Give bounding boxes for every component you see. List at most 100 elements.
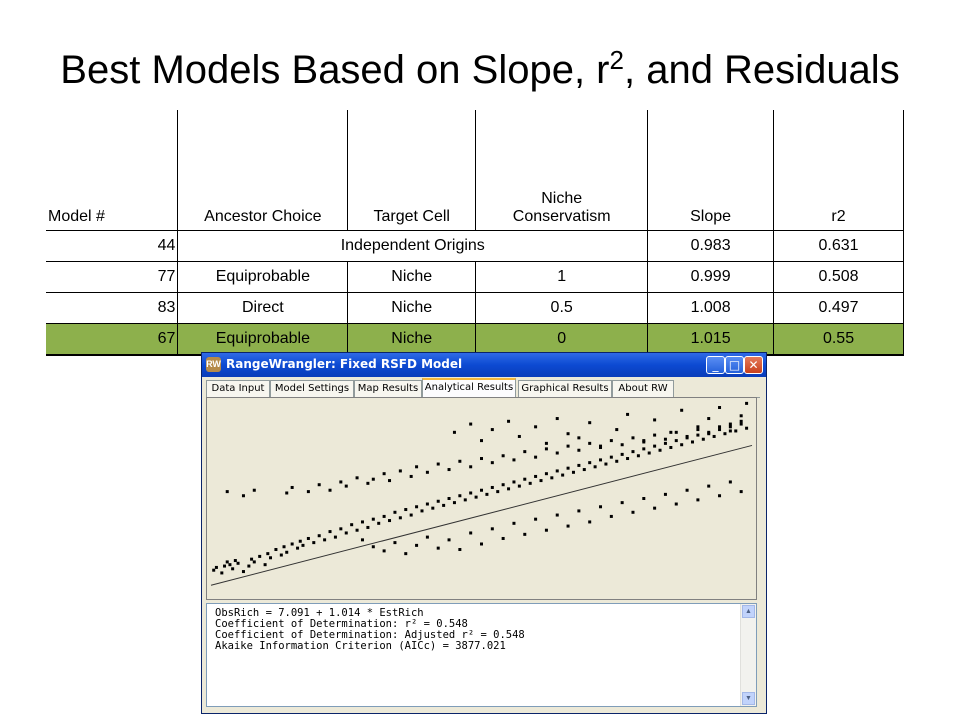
scatter-point — [534, 425, 538, 429]
results-table: Model # Ancestor Choice Target Cell Nich… — [46, 110, 904, 356]
scatter-point — [626, 412, 630, 416]
scatter-point — [674, 430, 678, 434]
scatter-point — [469, 491, 473, 495]
scatter-point — [298, 539, 302, 543]
scatter-point — [728, 425, 732, 429]
scatter-point — [501, 483, 505, 487]
scatter-point — [745, 426, 749, 430]
scatter-point — [469, 422, 473, 426]
scatter-point — [734, 429, 738, 433]
scatter-point — [653, 506, 657, 510]
scatter-point — [431, 506, 435, 510]
scatter-point — [523, 477, 527, 481]
scatter-point — [674, 439, 678, 443]
scatter-point — [409, 513, 413, 517]
output-line: Coefficient of Determination: r² = 0.548 — [215, 618, 468, 630]
scatter-point — [728, 480, 732, 484]
scroll-down-arrow-icon[interactable]: ▼ — [742, 692, 755, 705]
tab-analytical-results[interactable]: Analytical Results — [422, 378, 516, 398]
minimize-button[interactable]: _ — [706, 356, 725, 374]
scatter-point — [279, 553, 283, 557]
scatter-point — [377, 521, 381, 525]
scatter-plot — [206, 397, 757, 600]
scatter-point — [252, 560, 256, 564]
scatter-point — [718, 428, 722, 432]
scatter-point — [285, 550, 289, 554]
scatter-point — [350, 523, 354, 527]
scatter-point — [301, 543, 305, 547]
slide-title: Best Models Based on Slope, r2, and Resi… — [60, 45, 900, 92]
scatter-point — [404, 508, 408, 512]
maximize-button[interactable]: □ — [725, 356, 744, 374]
scatter-point — [609, 455, 613, 459]
scatter-point — [398, 469, 402, 473]
tab-data-input[interactable]: Data Input — [206, 380, 270, 397]
cell-target: Niche — [347, 323, 477, 356]
scatter-point — [539, 479, 543, 483]
scatter-point — [371, 545, 375, 549]
scatter-point — [685, 488, 689, 492]
cell-slope: 0.999 — [647, 261, 775, 293]
scatter-point — [653, 444, 657, 448]
scatter-point — [285, 491, 289, 495]
scatter-point — [225, 490, 229, 494]
scatter-point — [577, 448, 581, 452]
scatter-point — [566, 524, 570, 528]
scatter-point — [225, 560, 229, 564]
scatter-point — [366, 525, 370, 529]
scatter-point — [577, 509, 581, 513]
scatter-point — [663, 492, 667, 496]
scatter-point — [680, 443, 684, 447]
scroll-up-arrow-icon[interactable]: ▲ — [742, 605, 755, 618]
output-textbox[interactable]: ObsRich = 7.091 + 1.014 * EstRich Coeffic… — [206, 603, 757, 707]
cell-target: Niche — [347, 292, 477, 324]
scatter-point — [252, 488, 256, 492]
cell-niche: 0 — [475, 323, 649, 356]
cell-slope: 0.983 — [647, 230, 775, 262]
scatter-point — [409, 474, 413, 478]
scatter-point — [507, 487, 511, 491]
scatter-point — [647, 451, 651, 455]
scatter-point — [512, 521, 516, 525]
scatter-point — [555, 469, 559, 473]
scatter-point — [228, 563, 232, 567]
scatter-point — [512, 458, 516, 462]
table-row: 77 Equiprobable Niche 1 0.999 0.508 — [46, 261, 904, 293]
scatter-point — [555, 451, 559, 455]
scatter-point — [382, 472, 386, 476]
app-icon: RW — [206, 357, 221, 372]
scatter-point — [642, 447, 646, 451]
scatter-point — [360, 538, 364, 542]
tab-map-results[interactable]: Map Results — [354, 380, 422, 397]
scatter-point — [436, 546, 440, 550]
scatter-point — [696, 425, 700, 429]
cell-r2: 0.508 — [773, 261, 904, 293]
output-scrollbar[interactable]: ▲ ▼ — [740, 604, 756, 706]
tab-about-rw[interactable]: About RW — [612, 380, 674, 397]
tab-model-settings[interactable]: Model Settings — [270, 380, 354, 397]
scatter-point — [447, 497, 451, 500]
scatter-point — [436, 499, 440, 503]
scatter-point — [360, 520, 364, 524]
scatter-point — [371, 517, 375, 521]
scatter-point — [599, 505, 603, 509]
scatter-point — [696, 498, 700, 502]
scatter-point — [653, 433, 657, 437]
window-titlebar[interactable]: RW RangeWrangler: Fixed RSFD Model _ □ ✕ — [202, 353, 766, 377]
scatter-point — [480, 488, 483, 492]
scatter-point — [269, 556, 273, 560]
scatter-point — [480, 457, 483, 461]
output-line: Akaike Information Criterion (AICc) = 38… — [215, 640, 506, 652]
scatter-point — [501, 454, 505, 458]
scatter-point — [534, 517, 538, 521]
cell-niche: 0.5 — [475, 292, 649, 324]
scatter-point — [690, 440, 694, 444]
scatter-point — [718, 494, 722, 498]
tab-graphical-results[interactable]: Graphical Results — [518, 380, 612, 397]
scatter-point — [458, 494, 462, 498]
scatter-point — [490, 428, 494, 432]
scatter-point — [393, 510, 397, 514]
close-button[interactable]: ✕ — [744, 356, 763, 374]
header-niche-conservatism: Niche Conservatism — [475, 110, 649, 231]
scatter-point — [534, 474, 538, 478]
